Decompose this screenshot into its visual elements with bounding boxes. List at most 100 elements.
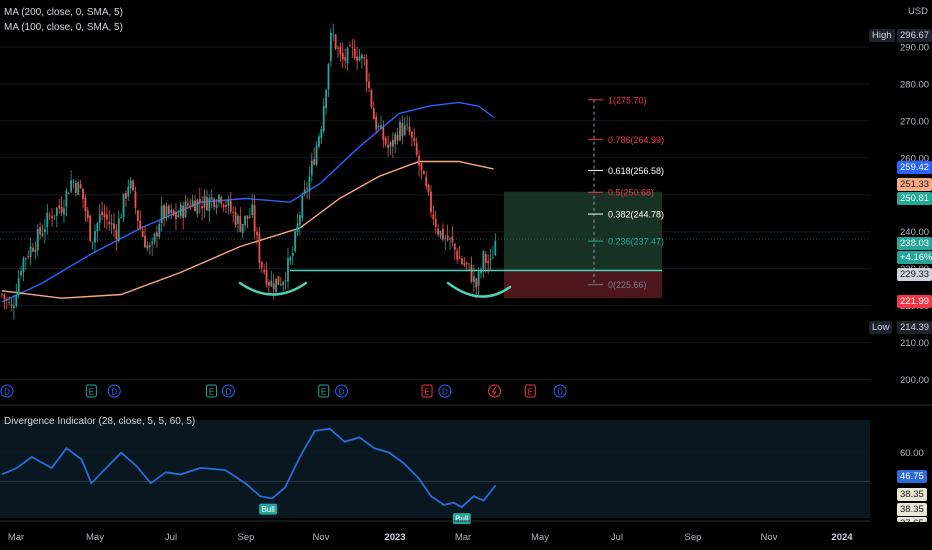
candle-body xyxy=(418,155,420,166)
candle-body xyxy=(391,139,394,147)
price-axis-tick: 280.00 xyxy=(900,79,929,90)
candle-body xyxy=(458,257,461,259)
candle-body xyxy=(134,191,137,208)
candle-body xyxy=(380,125,382,129)
candle-body xyxy=(489,258,492,261)
candle-body xyxy=(184,201,187,218)
candle-body xyxy=(487,260,490,263)
candle-body xyxy=(284,280,287,282)
candle-body xyxy=(413,138,416,142)
split-event-icon[interactable] xyxy=(488,384,502,398)
candle-body xyxy=(163,205,165,219)
dividend-event-icon[interactable] xyxy=(107,384,121,398)
candle-body xyxy=(318,136,320,147)
oscillator-band-tag-1: 38.35 xyxy=(897,488,927,501)
candle-body xyxy=(15,295,18,306)
fib-level-label: 0.5(250.68) xyxy=(608,188,654,198)
earnings-event-letter: E xyxy=(89,388,94,397)
candle-body xyxy=(32,247,34,252)
dividend-event-icon[interactable] xyxy=(553,384,567,398)
candle-body xyxy=(91,241,94,243)
candle-body xyxy=(387,145,389,148)
earnings-event-icon[interactable] xyxy=(318,384,330,398)
right-shoulder-arc[interactable] xyxy=(446,281,512,298)
candle-body xyxy=(122,193,125,218)
time-axis: Mar May Jul Sep Nov 2023 Mar May Jul Sep Nov 2024 xyxy=(8,532,853,543)
candle-body xyxy=(446,235,449,241)
price-axis-tick: 210.00 xyxy=(900,338,929,349)
high-value-tag: 296.67 xyxy=(897,29,932,42)
candle-body xyxy=(165,206,168,218)
candle-body xyxy=(20,271,22,276)
fib-level-label: 0.236(237.47) xyxy=(608,237,664,247)
candle-body xyxy=(277,275,280,285)
candle-body xyxy=(60,206,63,213)
time-axis-tick: Nov xyxy=(761,532,778,543)
time-axis-tick: May xyxy=(86,532,104,543)
left-shoulder-arc[interactable] xyxy=(238,281,308,296)
candle-body xyxy=(363,57,366,59)
indicator-legend[interactable]: Divergence Indicator (28, close, 5, 5, 6… xyxy=(4,416,196,427)
dividend-event-letter: D xyxy=(111,388,117,397)
time-axis-tick: 2024 xyxy=(831,532,853,543)
ma200-legend[interactable]: MA (200, close, 0, SMA, 5) xyxy=(4,7,123,18)
dividend-event-letter: D xyxy=(4,388,10,397)
candle-body xyxy=(339,46,342,55)
candle-body xyxy=(63,208,65,215)
candle-body xyxy=(356,56,358,61)
fib-level-label: 0.382(244.78) xyxy=(608,210,664,220)
candle-body xyxy=(434,218,437,228)
candle-body xyxy=(477,271,480,286)
candle-body xyxy=(141,230,144,238)
candle-body xyxy=(220,197,223,204)
candle-body xyxy=(358,56,361,61)
candle-body xyxy=(201,206,204,209)
candle-body xyxy=(34,249,37,252)
candle-body xyxy=(403,125,406,135)
candle-body xyxy=(468,263,471,265)
candle-body xyxy=(77,182,80,195)
candle-body xyxy=(287,258,289,282)
dividend-event-icon[interactable] xyxy=(438,384,452,398)
fibonacci-extension[interactable]: 1(275.70) 0.786(264.99) 0.618(256.58) 0.5(2… xyxy=(588,95,664,290)
earnings-event-icon[interactable] xyxy=(85,384,97,398)
earnings-event-letter: E xyxy=(321,388,326,397)
candle-body xyxy=(444,238,447,239)
target-zone[interactable] xyxy=(504,191,662,272)
candle-body xyxy=(203,195,206,207)
time-axis-tick: Sep xyxy=(238,532,255,543)
candle-body xyxy=(279,284,282,286)
low-tag: Low xyxy=(869,321,893,334)
low-value-tag: 214.39 xyxy=(897,321,932,334)
dividend-event-icon[interactable] xyxy=(335,384,349,398)
candle-body xyxy=(270,280,273,287)
candle-body xyxy=(313,159,316,165)
dividend-event-icon[interactable] xyxy=(0,384,14,398)
dividend-event-icon[interactable] xyxy=(221,384,235,398)
candle-body xyxy=(179,204,182,217)
ma100-legend[interactable]: MA (100, close, 0, SMA, 5) xyxy=(4,22,123,33)
candle-body xyxy=(117,218,120,242)
candle-body xyxy=(215,204,218,209)
earnings-event-icon[interactable] xyxy=(524,384,536,398)
candle-body xyxy=(272,283,275,290)
candle-body xyxy=(456,250,459,260)
candle-body xyxy=(36,228,39,251)
stop-zone[interactable] xyxy=(504,271,662,299)
candle-body xyxy=(246,215,249,219)
candle-body xyxy=(89,215,92,242)
earnings-event-icon[interactable] xyxy=(206,384,218,398)
pattern-annotations[interactable] xyxy=(238,269,662,298)
candle-body xyxy=(384,137,387,145)
candle-body xyxy=(94,230,96,243)
candle-body xyxy=(275,278,277,292)
candle-body xyxy=(53,215,56,217)
candle-body xyxy=(432,214,435,220)
bull-signal-badge[interactable] xyxy=(259,503,278,515)
ma200-price-tag: 251.33 xyxy=(897,178,932,191)
candle-body xyxy=(74,183,77,193)
dividend-event-letter: D xyxy=(226,388,232,397)
earnings-event-icon[interactable] xyxy=(421,384,433,398)
